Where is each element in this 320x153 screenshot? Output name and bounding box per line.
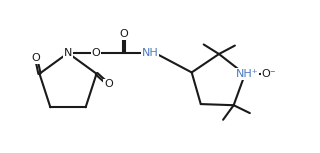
Text: O: O (32, 53, 41, 63)
Text: O: O (104, 79, 113, 90)
Text: O: O (92, 48, 100, 58)
Text: O⁻: O⁻ (262, 69, 276, 79)
Text: NH: NH (142, 48, 158, 58)
Text: O: O (120, 29, 128, 39)
Text: NH⁺: NH⁺ (236, 69, 258, 79)
Text: N: N (64, 48, 72, 58)
